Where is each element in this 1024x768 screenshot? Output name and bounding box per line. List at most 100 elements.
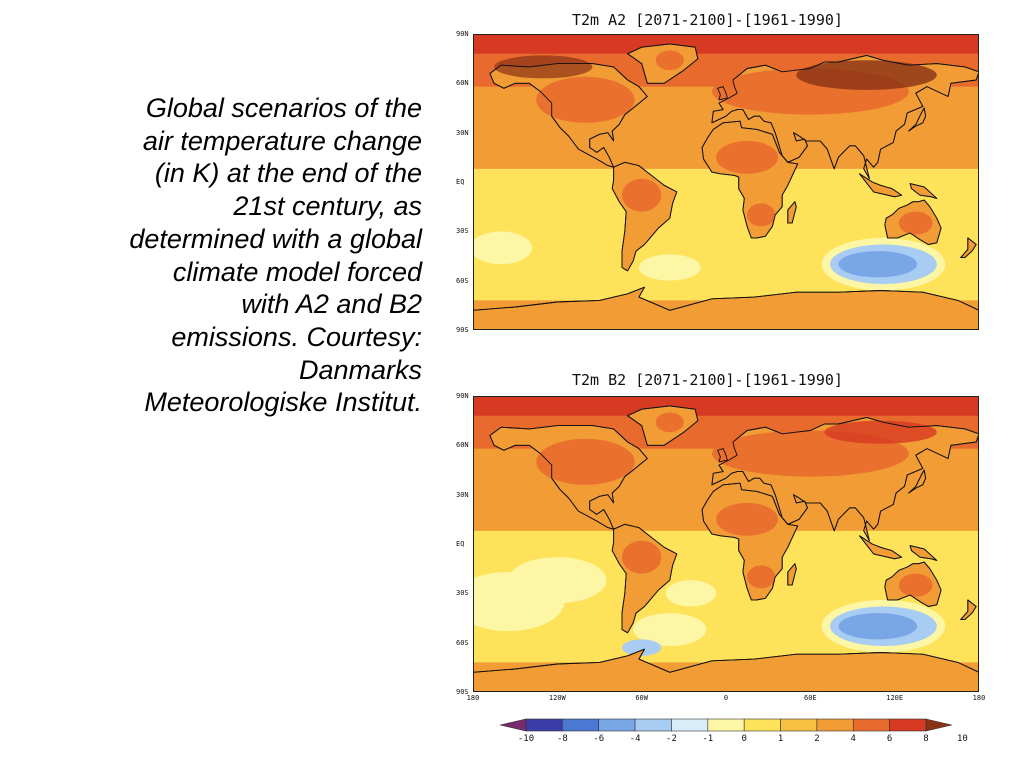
colorbar-max-arrow: [925, 718, 952, 732]
caption-line: determined with a global: [129, 223, 422, 254]
a2-lat-tick-label: 30S: [456, 227, 469, 236]
greenland-coastline: [627, 405, 699, 446]
b2-lat-tick-label: 90S: [456, 688, 469, 696]
japan-coastline: [908, 469, 927, 494]
a2-lat-tick-label: 90S: [456, 326, 469, 334]
colorbar-tick-label: 4: [850, 734, 856, 744]
b2-lat-tick-label: 30S: [456, 589, 469, 598]
africa-coastline: [701, 482, 799, 601]
new-guinea-coastline: [909, 183, 938, 199]
colorbar-tick-label: 10: [956, 734, 968, 744]
colorbar-swatch: [780, 718, 818, 732]
cool-anomaly-region: [508, 557, 607, 604]
indonesia-coastline: [859, 535, 903, 560]
colorbar-tick-label: 8: [923, 734, 929, 744]
uk-coastline: [717, 448, 728, 463]
siberia-peak-warming: [796, 60, 937, 90]
colorbar-swatch: [816, 718, 854, 732]
arctic-canada-peak-warming: [494, 55, 593, 79]
australia-coastline: [884, 561, 942, 607]
europe-asia-coastline: [711, 416, 979, 542]
south-america-coastline: [611, 523, 678, 634]
lon-tick-label: 60W: [635, 694, 648, 702]
madagascar-coastline: [787, 201, 797, 224]
caption-line: air temperature change: [142, 125, 422, 156]
colorbar-tick-label: 1: [777, 734, 784, 744]
map-frame: [473, 34, 979, 330]
land-hot-region: [747, 565, 776, 589]
cool-anomaly-region: [473, 231, 533, 265]
b2-lat-tick-label: 90N: [456, 392, 469, 400]
panel-title-b2: T2m B2 [2071-2100]-[1961-1990]: [572, 371, 843, 389]
colorbar-swatch: [707, 718, 745, 732]
cool-anomaly-region: [665, 580, 717, 607]
land-hot-region: [747, 203, 776, 227]
coldest-anomaly-southern-ocean: [838, 251, 918, 278]
indonesia-coastline: [859, 173, 903, 198]
colorbar-tick-label: 2: [814, 734, 820, 744]
new-zealand-coastline: [960, 237, 977, 259]
antarctica-coastline: [473, 286, 979, 330]
map-frame: [473, 396, 979, 692]
colorbar-tick-label: -2: [666, 734, 677, 744]
land-hot-region: [716, 502, 779, 536]
colorbar-tick-label: -4: [629, 734, 641, 744]
colorbar-tick-label: 0: [741, 734, 747, 744]
new-zealand-coastline: [960, 599, 977, 621]
temperature-map-a2: [473, 34, 979, 330]
colorbar-swatch: [852, 718, 890, 732]
colorbar-tick-label: 6: [886, 734, 893, 744]
colorbar-swatch: [562, 718, 600, 732]
madagascar-coastline: [787, 563, 797, 586]
b2-lat-tick-label: EQ: [456, 540, 465, 548]
a2-lat-tick-label: EQ: [456, 178, 465, 186]
colorbar-tick-label: -6: [593, 734, 605, 744]
caption-line: emissions. Courtesy:: [171, 321, 422, 352]
japan-coastline: [908, 107, 927, 132]
south-america-coastline: [611, 161, 678, 272]
australia-coastline: [884, 199, 942, 245]
caption-line: 21st century, as: [233, 191, 422, 222]
colorbar-tick-label: -1: [702, 734, 714, 744]
a2-lat-tick-label: 60S: [456, 276, 469, 285]
colorbar-tick-label: -10: [517, 734, 535, 744]
land-hot-region: [621, 540, 662, 574]
a2-lat-tick-label: 30N: [456, 128, 469, 137]
land-hot-region: [655, 412, 684, 433]
new-guinea-coastline: [909, 545, 938, 561]
panel-title-a2: T2m A2 [2071-2100]-[1961-1990]: [572, 11, 843, 29]
colorbar-swatch: [743, 718, 781, 732]
colorbar-swatch: [889, 718, 927, 732]
hottest-band-arctic: [473, 396, 979, 416]
b2-lat-tick-label: 30N: [456, 490, 469, 499]
cold-anomaly-drake-passage: [621, 639, 662, 656]
land-hot-region: [621, 178, 662, 212]
temperature-map-b2: [473, 396, 979, 692]
land-hot-region: [898, 573, 933, 597]
hottest-band-arctic: [473, 34, 979, 54]
north-america-coastline: [489, 425, 648, 530]
colorbar-tick-label: -8: [556, 734, 568, 744]
colorbar-swatch: [598, 718, 636, 732]
colorbar-swatch: [525, 718, 563, 732]
lon-tick-label: 60E: [804, 694, 817, 702]
lon-tick-label: 180: [466, 694, 480, 702]
land-hot-region: [536, 438, 635, 485]
colorbar-swatch: [634, 718, 672, 732]
uk-coastline: [717, 86, 728, 101]
caption-text: Global scenarios of the air temperature …: [30, 92, 422, 419]
colorbar-swatch: [671, 718, 709, 732]
siberia-strong-warming: [824, 420, 937, 444]
a2-lat-tick-label: 90N: [456, 30, 469, 38]
coldest-anomaly-southern-ocean: [838, 613, 918, 640]
a2-lat-tick-label: 60N: [456, 79, 469, 88]
cool-anomaly-region: [633, 613, 707, 646]
lon-tick-label: 120E: [886, 694, 904, 702]
caption-line: Meteorologiske Institut.: [144, 387, 422, 418]
b2-lat-tick-label: 60S: [456, 638, 469, 647]
colorbar: [500, 718, 952, 732]
colorbar-min-arrow: [500, 718, 527, 732]
caption-line: with A2 and B2: [241, 289, 422, 320]
caption-line: Danmarks: [298, 354, 422, 385]
antarctica-coastline: [473, 648, 979, 692]
